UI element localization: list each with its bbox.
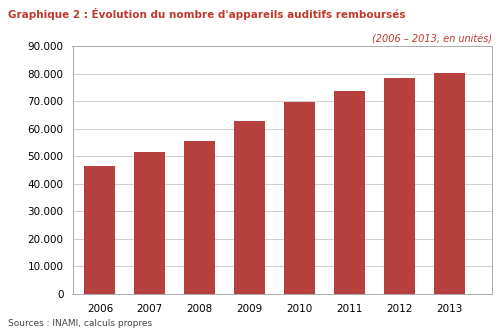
Bar bbox=[84, 166, 116, 294]
Text: (2006 – 2013, en unités): (2006 – 2013, en unités) bbox=[372, 35, 492, 45]
Bar bbox=[334, 91, 365, 294]
Text: Graphique 2 : Évolution du nombre d'appareils auditifs remboursés: Graphique 2 : Évolution du nombre d'appa… bbox=[8, 8, 405, 20]
Bar bbox=[234, 121, 265, 294]
Bar bbox=[284, 102, 315, 294]
Bar bbox=[184, 141, 215, 294]
Bar bbox=[384, 78, 414, 294]
Text: Sources : INAMI, calculs propres: Sources : INAMI, calculs propres bbox=[8, 319, 152, 328]
Bar bbox=[134, 152, 166, 294]
Bar bbox=[434, 73, 464, 294]
